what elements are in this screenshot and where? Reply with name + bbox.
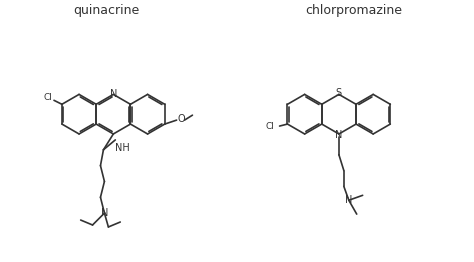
Text: NH: NH [115, 143, 130, 153]
Text: N: N [335, 130, 343, 140]
Text: S: S [336, 88, 342, 99]
Text: N: N [345, 195, 353, 205]
Text: N: N [101, 208, 108, 218]
Text: Cl: Cl [44, 93, 53, 102]
Text: quinacrine: quinacrine [73, 4, 139, 17]
Text: O: O [178, 114, 185, 124]
Text: N: N [109, 89, 117, 99]
Text: chlorpromazine: chlorpromazine [305, 4, 402, 17]
Text: Cl: Cl [265, 122, 274, 130]
